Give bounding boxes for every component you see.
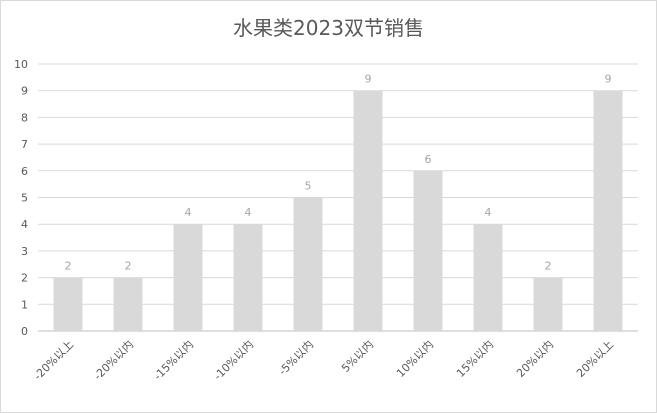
y-tick-label: 9 — [21, 85, 28, 98]
data-label: 9 — [365, 73, 372, 86]
bar — [233, 224, 263, 331]
data-label: 2 — [545, 260, 552, 273]
x-tick-label: -20%以内 — [91, 337, 137, 383]
y-tick-label: 4 — [21, 218, 28, 231]
data-label: 6 — [425, 153, 432, 166]
y-tick-label: 1 — [21, 298, 28, 311]
bar — [53, 277, 83, 331]
x-tick-label: -20%以上 — [31, 338, 76, 383]
x-tick-label: 15%以内 — [453, 337, 496, 380]
bar — [473, 224, 503, 331]
bar — [293, 197, 323, 331]
y-tick-label: 5 — [21, 192, 28, 205]
data-label: 5 — [305, 180, 312, 193]
data-label: 2 — [125, 260, 132, 273]
bar — [173, 224, 203, 331]
x-tick-label: -10%以内 — [211, 337, 257, 383]
y-tick-label: 0 — [21, 325, 28, 338]
data-label: 9 — [605, 73, 612, 86]
y-tick-label: 3 — [21, 245, 28, 258]
x-tick-label: 10%以内 — [393, 337, 436, 380]
x-tick-label: -5%以内 — [276, 337, 317, 378]
bar — [353, 90, 383, 331]
x-tick-label: 5%以内 — [338, 337, 376, 375]
data-label: 4 — [485, 206, 492, 219]
data-label: 2 — [65, 260, 72, 273]
x-tick-label: 20%以内 — [513, 337, 556, 380]
x-tick-label: 20%以上 — [574, 338, 616, 380]
y-tick-label: 8 — [21, 111, 28, 124]
y-tick-label: 2 — [21, 272, 28, 285]
y-tick-label: 10 — [14, 58, 28, 71]
chart-title: 水果类2023双节销售 — [233, 16, 424, 40]
data-label: 4 — [185, 206, 192, 219]
data-label: 4 — [245, 206, 252, 219]
bar — [113, 277, 143, 331]
bar — [413, 170, 443, 331]
y-tick-label: 7 — [21, 138, 28, 151]
bar — [593, 90, 623, 331]
x-tick-label: -15%以内 — [151, 337, 197, 383]
bar — [533, 277, 563, 331]
y-tick-label: 6 — [21, 165, 28, 178]
